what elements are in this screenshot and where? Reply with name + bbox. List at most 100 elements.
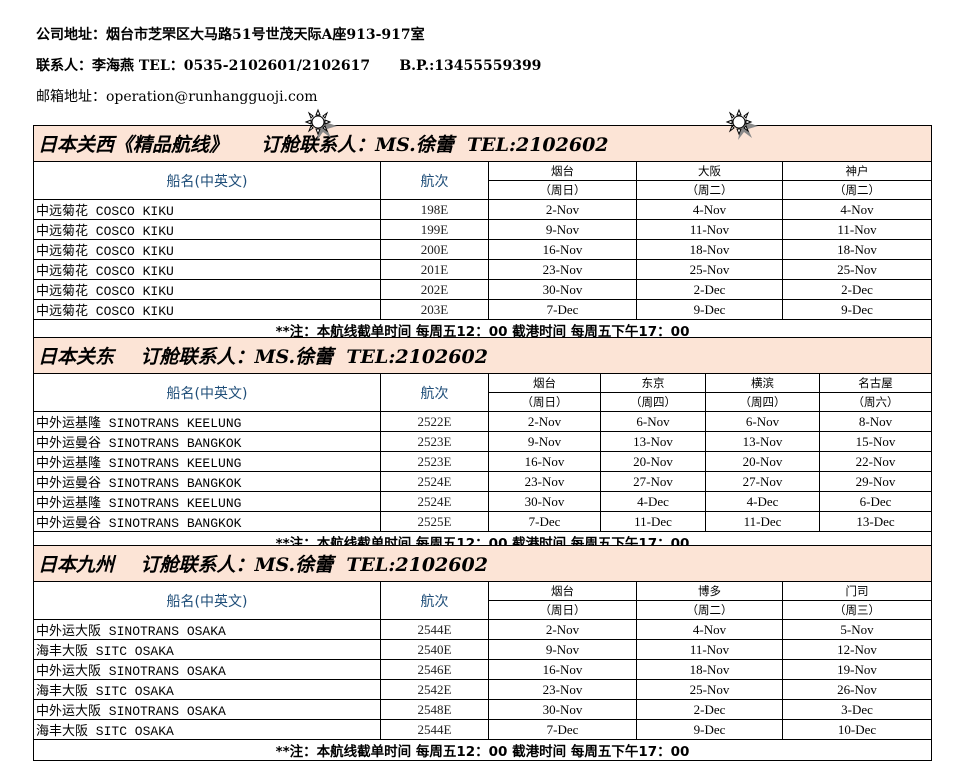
port-date: 16-Nov [488,239,637,260]
port-date: 9-Nov [488,431,601,452]
port-day: （周日） [488,600,637,620]
vessel-header: 船名(中英文) [33,373,381,412]
port-date: 15-Nov [818,431,933,452]
port-day: （周四） [705,392,820,412]
schedule-table: 日本九州 订舱联系人：MS.徐蕾 TEL:2102602 船名(中英文) 航次 烟台博… [33,545,932,761]
voyage-number: 2525E [380,511,489,532]
port-date: 13-Nov [705,431,820,452]
port-date: 20-Nov [600,451,706,472]
port-date: 18-Nov [636,659,783,680]
port-date: 11-Nov [636,639,783,660]
port-day: （周二） [636,600,783,620]
vessel-header: 船名(中英文) [33,581,381,620]
port-date: 4-Nov [636,199,783,220]
vessel-name: 中外运大阪 SINOTRANS OSAKA [33,659,381,680]
port-date: 18-Nov [781,239,933,260]
section-title: 日本九州 订舱联系人：MS.徐蕾 TEL:2102602 [33,545,932,582]
port-date: 3-Dec [782,699,932,720]
table-row: 中外运基隆 SINOTRANS KEELUNG 2523E 16-Nov 20-Nov… [33,451,933,472]
port-date: 4-Dec [705,491,820,512]
port-date: 9-Dec [781,299,933,320]
voyage-number: 202E [380,279,489,300]
port-date: 2-Dec [636,699,783,720]
table-row: 中外运大阪 SINOTRANS OSAKA 2548E 30-Nov 2-Dec 3-D… [33,699,932,720]
table-row: 海丰大阪 SITC OSAKA 2542E 23-Nov 25-Nov 26-Nov [33,679,932,700]
port-date: 27-Nov [705,471,820,492]
port-date: 11-Nov [636,219,783,240]
table-row: 中远菊花 COSCO KIKU 200E 16-Nov 18-Nov 18-Nov [33,239,933,260]
port-date: 25-Nov [781,259,933,280]
port-date: 9-Nov [488,219,637,240]
port-date: 2-Nov [488,619,637,640]
voyage-number: 2522E [380,411,489,432]
voyage-number: 2524E [380,491,489,512]
schedule-table: 日本关东 订舱联系人：MS.徐蕾 TEL:2102602 船名(中英文) 航次 烟台东… [32,337,933,553]
port-name: 烟台 [488,581,637,601]
vessel-name: 中外运基隆 SINOTRANS KEELUNG [33,451,381,472]
voyage-number: 2546E [380,659,489,680]
port-date: 2-Dec [636,279,783,300]
cutoff-note: **注：本航线截单时间 每周五12：00 截港时间 每周五下午17：00 [33,739,932,761]
port-date: 7-Dec [488,511,601,532]
voyage-header: 航次 [380,581,489,620]
port-date: 16-Nov [488,451,601,472]
voyage-header: 航次 [380,373,489,412]
vessel-name: 中远菊花 COSCO KIKU [33,219,381,240]
vessel-name: 海丰大阪 SITC OSAKA [33,639,381,660]
port-date: 9-Dec [636,299,783,320]
port-date: 25-Nov [636,679,783,700]
port-date: 7-Dec [488,299,637,320]
table-row: 中外运曼谷 SINOTRANS BANGKOK 2524E 23-Nov 27-Nov… [33,471,933,492]
port-date: 6-Nov [600,411,706,432]
port-name: 名古屋 [818,373,933,393]
sun-icon [725,108,758,140]
port-date: 27-Nov [600,471,706,492]
port-date: 18-Nov [636,239,783,260]
port-date: 13-Nov [600,431,706,452]
port-date: 4-Nov [636,619,783,640]
vessel-name: 中远菊花 COSCO KIKU [33,259,381,280]
port-date: 11-Dec [600,511,706,532]
port-date: 10-Dec [782,719,932,740]
port-day: （周日） [488,392,601,412]
vessel-name: 中外运大阪 SINOTRANS OSAKA [33,619,381,640]
voyage-number: 2523E [380,451,489,472]
company-address: 公司地址：烟台市芝罘区大马路51号世茂天际A座913-917室 [36,27,425,43]
schedule-table: 日本关西《精品航线》 订舱联系人：MS.徐蕾 TEL:2102602 船名(中英文… [32,125,933,341]
table-row: 中外运大阪 SINOTRANS OSAKA 2544E 2-Nov 4-Nov 5-No… [33,619,932,640]
table-row: 中远菊花 COSCO KIKU 199E 9-Nov 11-Nov 11-Nov [33,219,933,240]
table-row: 中外运基隆 SINOTRANS KEELUNG 2524E 30-Nov 4-Dec 4… [33,491,933,512]
port-date: 19-Nov [782,659,932,680]
vessel-name: 中外运基隆 SINOTRANS KEELUNG [33,491,381,512]
voyage-number: 2524E [380,471,489,492]
table-row: 中外运基隆 SINOTRANS KEELUNG 2522E 2-Nov 6-Nov 6-… [33,411,933,432]
voyage-header: 航次 [380,161,489,200]
port-date: 6-Dec [818,491,933,512]
port-date: 11-Nov [781,219,933,240]
port-date: 2-Nov [488,199,637,220]
port-name: 横滨 [705,373,820,393]
port-date: 26-Nov [782,679,932,700]
voyage-number: 199E [380,219,489,240]
port-date: 11-Dec [705,511,820,532]
port-date: 22-Nov [818,451,933,472]
table-row: 海丰大阪 SITC OSAKA 2540E 9-Nov 11-Nov 12-Nov [33,639,932,660]
port-date: 2-Dec [781,279,933,300]
port-date: 4-Nov [781,199,933,220]
port-date: 30-Nov [488,699,637,720]
voyage-number: 2540E [380,639,489,660]
vessel-name: 中远菊花 COSCO KIKU [33,199,381,220]
table-row: 中远菊花 COSCO KIKU 201E 23-Nov 25-Nov 25-Nov [33,259,933,280]
port-date: 5-Nov [782,619,932,640]
vessel-name: 海丰大阪 SITC OSAKA [33,679,381,700]
table-row: 海丰大阪 SITC OSAKA 2544E 7-Dec 9-Dec 10-Dec [33,719,932,740]
port-date: 12-Nov [782,639,932,660]
port-date: 25-Nov [636,259,783,280]
voyage-number: 2523E [380,431,489,452]
table-row: 中远菊花 COSCO KIKU 203E 7-Dec 9-Dec 9-Dec [33,299,933,320]
port-name: 神户 [781,161,933,181]
voyage-number: 2548E [380,699,489,720]
voyage-number: 203E [380,299,489,320]
port-day: （周三） [782,600,932,620]
port-name: 博多 [636,581,783,601]
